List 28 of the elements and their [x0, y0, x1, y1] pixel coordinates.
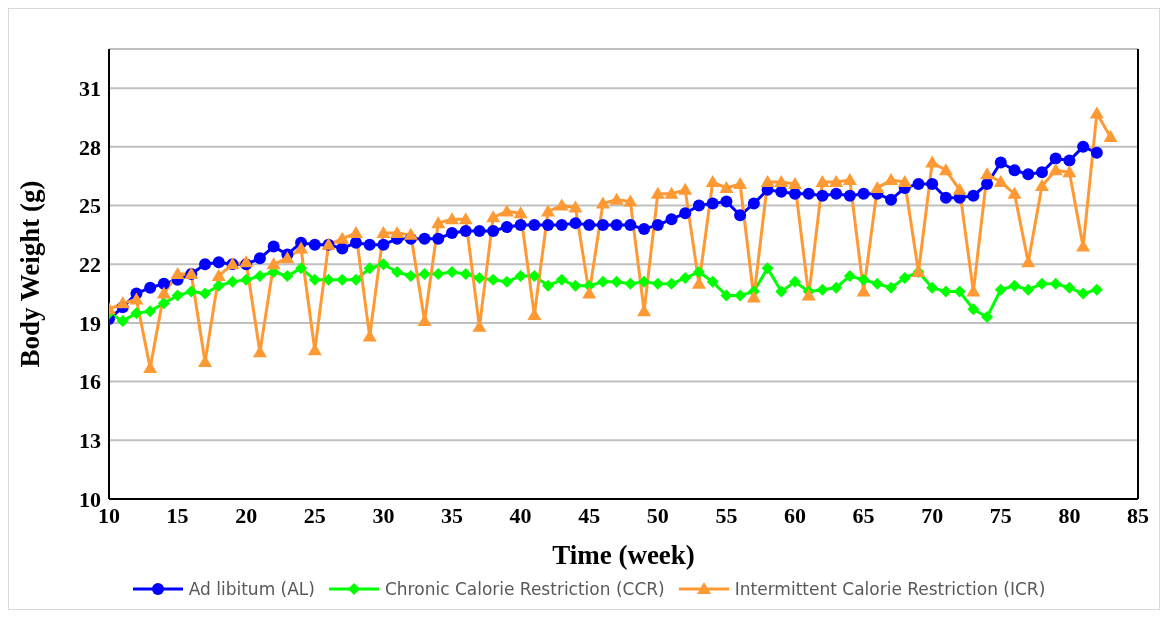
- x-tick-label: 25: [303, 502, 326, 528]
- legend-label: Chronic Calorie Restriction (CCR): [384, 579, 665, 599]
- x-axis-title: Time (week): [552, 540, 695, 570]
- y-tick-label: 25: [79, 193, 101, 219]
- x-tick-label: 55: [715, 502, 738, 528]
- y-tick-label: 13: [79, 428, 101, 454]
- x-tick-label: 20: [235, 502, 258, 528]
- y-tick-label: 28: [79, 134, 101, 160]
- legend-label: Intermittent Calorie Restriction (ICR): [734, 579, 1046, 599]
- y-tick-label: 16: [79, 369, 101, 395]
- x-tick-label: 75: [989, 502, 1012, 528]
- x-tick-label: 45: [578, 502, 601, 528]
- y-axis-title: Body Weight (g): [14, 180, 45, 368]
- x-tick-label: 80: [1058, 502, 1081, 528]
- y-tick-label: 19: [79, 310, 101, 336]
- x-tick-label: 85: [1127, 502, 1149, 528]
- x-tick-label: 40: [509, 502, 532, 528]
- x-tick-label: 30: [372, 502, 395, 528]
- y-tick-label: 10: [79, 486, 101, 512]
- legend-label: Ad libitum (AL): [188, 579, 315, 599]
- x-tick-label: 60: [784, 502, 806, 528]
- x-tick-label: 35: [441, 502, 463, 528]
- y-tick-label: 22: [79, 252, 101, 278]
- x-tick-label: 15: [166, 502, 189, 528]
- y-tick-label: 31: [79, 75, 101, 101]
- x-tick-label: 50: [646, 502, 669, 528]
- x-tick-label: 65: [852, 502, 875, 528]
- x-tick-label: 70: [921, 502, 944, 528]
